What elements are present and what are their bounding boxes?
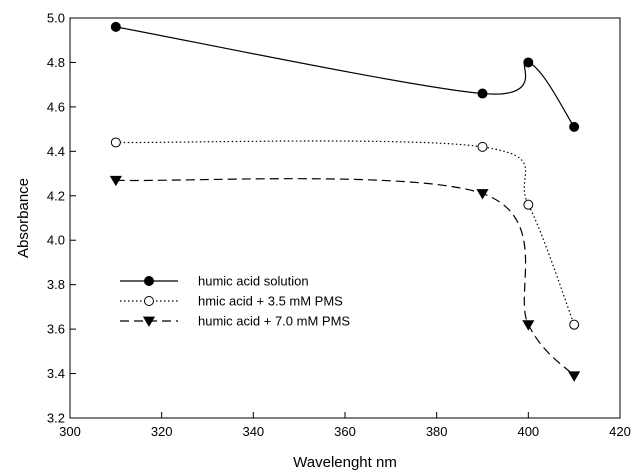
- y-axis-title: Absorbance: [15, 178, 32, 258]
- x-axis-ticks: 300 320 340 360 380 400 420: [59, 412, 631, 439]
- data-point: [477, 88, 488, 99]
- series-layer: [109, 21, 581, 382]
- y-tick-label: 4.8: [47, 55, 65, 70]
- y-tick-label: 4.0: [47, 233, 65, 248]
- legend-item: humic acid + 7.0 mM PMS: [120, 314, 350, 329]
- data-point: [568, 371, 581, 382]
- legend-marker: [144, 296, 154, 306]
- legend-item: hmic acid + 3.5 mM PMS: [120, 294, 343, 309]
- x-tick-label: 380: [426, 424, 448, 439]
- data-point: [110, 137, 121, 148]
- data-point: [523, 199, 534, 210]
- data-point: [569, 121, 580, 132]
- x-tick-label: 420: [609, 424, 631, 439]
- legend: humic acid solution hmic acid + 3.5 mM PM…: [120, 274, 350, 329]
- legend-label: humic acid solution: [198, 274, 309, 289]
- x-axis-title: Wavelenght nm: [293, 454, 397, 471]
- y-tick-label: 5.0: [47, 11, 65, 26]
- x-tick-label: 340: [242, 424, 264, 439]
- legend-marker: [144, 276, 154, 286]
- data-point: [110, 21, 121, 32]
- legend-label: hmic acid + 3.5 mM PMS: [198, 294, 343, 309]
- x-tick-label: 320: [151, 424, 173, 439]
- legend-item: humic acid solution: [120, 274, 309, 289]
- data-point: [522, 320, 535, 331]
- data-point: [476, 189, 489, 200]
- data-point: [523, 57, 534, 68]
- y-tick-label: 4.2: [47, 188, 65, 203]
- series-line: [115, 26, 575, 128]
- x-tick-label: 400: [517, 424, 539, 439]
- x-tick-label: 300: [59, 424, 81, 439]
- x-tick-label: 360: [334, 424, 356, 439]
- legend-marker: [142, 316, 156, 327]
- series-3: [109, 175, 581, 382]
- y-tick-label: 3.4: [47, 366, 65, 381]
- y-tick-label: 3.2: [47, 411, 65, 426]
- data-point: [109, 175, 122, 187]
- y-tick-label: 3.6: [47, 322, 65, 337]
- series-1: [110, 21, 580, 132]
- y-tick-label: 4.4: [47, 144, 65, 159]
- series-2: [110, 137, 580, 330]
- legend-label: humic acid + 7.0 mM PMS: [198, 314, 350, 329]
- y-tick-label: 3.8: [47, 277, 65, 292]
- y-tick-label: 4.6: [47, 99, 65, 114]
- plot-area: [69, 17, 621, 419]
- series-line: [115, 140, 575, 325]
- data-point: [569, 319, 580, 330]
- data-point: [477, 141, 488, 152]
- series-line: [115, 178, 575, 377]
- y-axis-ticks: 3.2 3.4 3.6 3.8 4.0 4.2 4.4 4.6 4.8 5.0: [47, 11, 76, 426]
